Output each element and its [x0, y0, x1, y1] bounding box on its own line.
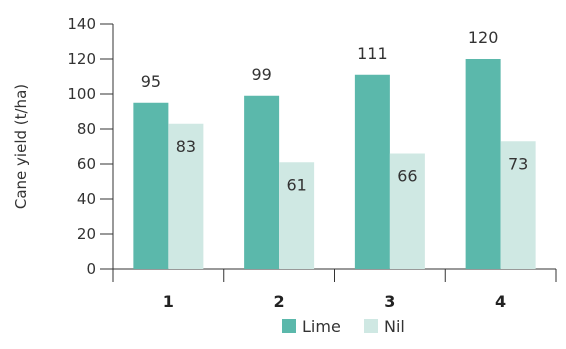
x-tick-label: 2: [274, 292, 285, 311]
y-tick-label: 120: [67, 50, 96, 68]
y-axis-title: Cane yield (t/ha): [12, 84, 30, 209]
y-tick-label: 60: [77, 155, 96, 173]
bar-lime: [133, 102, 169, 269]
bar-lime: [354, 74, 390, 269]
legend-swatch-nil: [364, 319, 378, 333]
y-tick-label: 20: [77, 225, 96, 243]
bar-nil: [279, 162, 315, 269]
y-axis: 0 20 40 60 80 100 120 140: [67, 15, 114, 278]
bar-nil: [389, 153, 425, 269]
data-label-nil: 73: [508, 154, 528, 173]
legend-label-nil: Nil: [384, 317, 405, 336]
data-label-lime: 111: [357, 44, 388, 63]
legend-swatch-lime: [282, 319, 296, 333]
data-label-lime: 120: [468, 28, 499, 47]
data-label-nil: 66: [397, 167, 417, 186]
bar-nil: [500, 141, 536, 269]
data-label-nil: 83: [176, 137, 196, 156]
x-tick-label: 3: [384, 292, 395, 311]
data-label-lime: 95: [141, 72, 161, 91]
x-axis: 1 2 3 4: [112, 268, 557, 311]
bar-nil: [168, 123, 204, 269]
data-label-nil: 61: [286, 175, 306, 194]
data-label-lime: 99: [251, 65, 271, 84]
y-tick-label: 100: [67, 85, 96, 103]
legend: Lime Nil: [282, 317, 405, 336]
legend-label-lime: Lime: [302, 317, 341, 336]
data-labels: 95 83 99 61 111 66 120 73: [141, 28, 529, 194]
y-tick-label: 80: [77, 120, 96, 138]
y-tick-label: 40: [77, 190, 96, 208]
bar-lime: [244, 95, 280, 269]
y-tick-label: 140: [67, 15, 96, 33]
bar-lime: [465, 59, 501, 269]
x-tick-label: 1: [163, 292, 174, 311]
y-tick-label: 0: [86, 260, 96, 278]
bars: [133, 59, 536, 269]
x-tick-label: 4: [495, 292, 506, 311]
